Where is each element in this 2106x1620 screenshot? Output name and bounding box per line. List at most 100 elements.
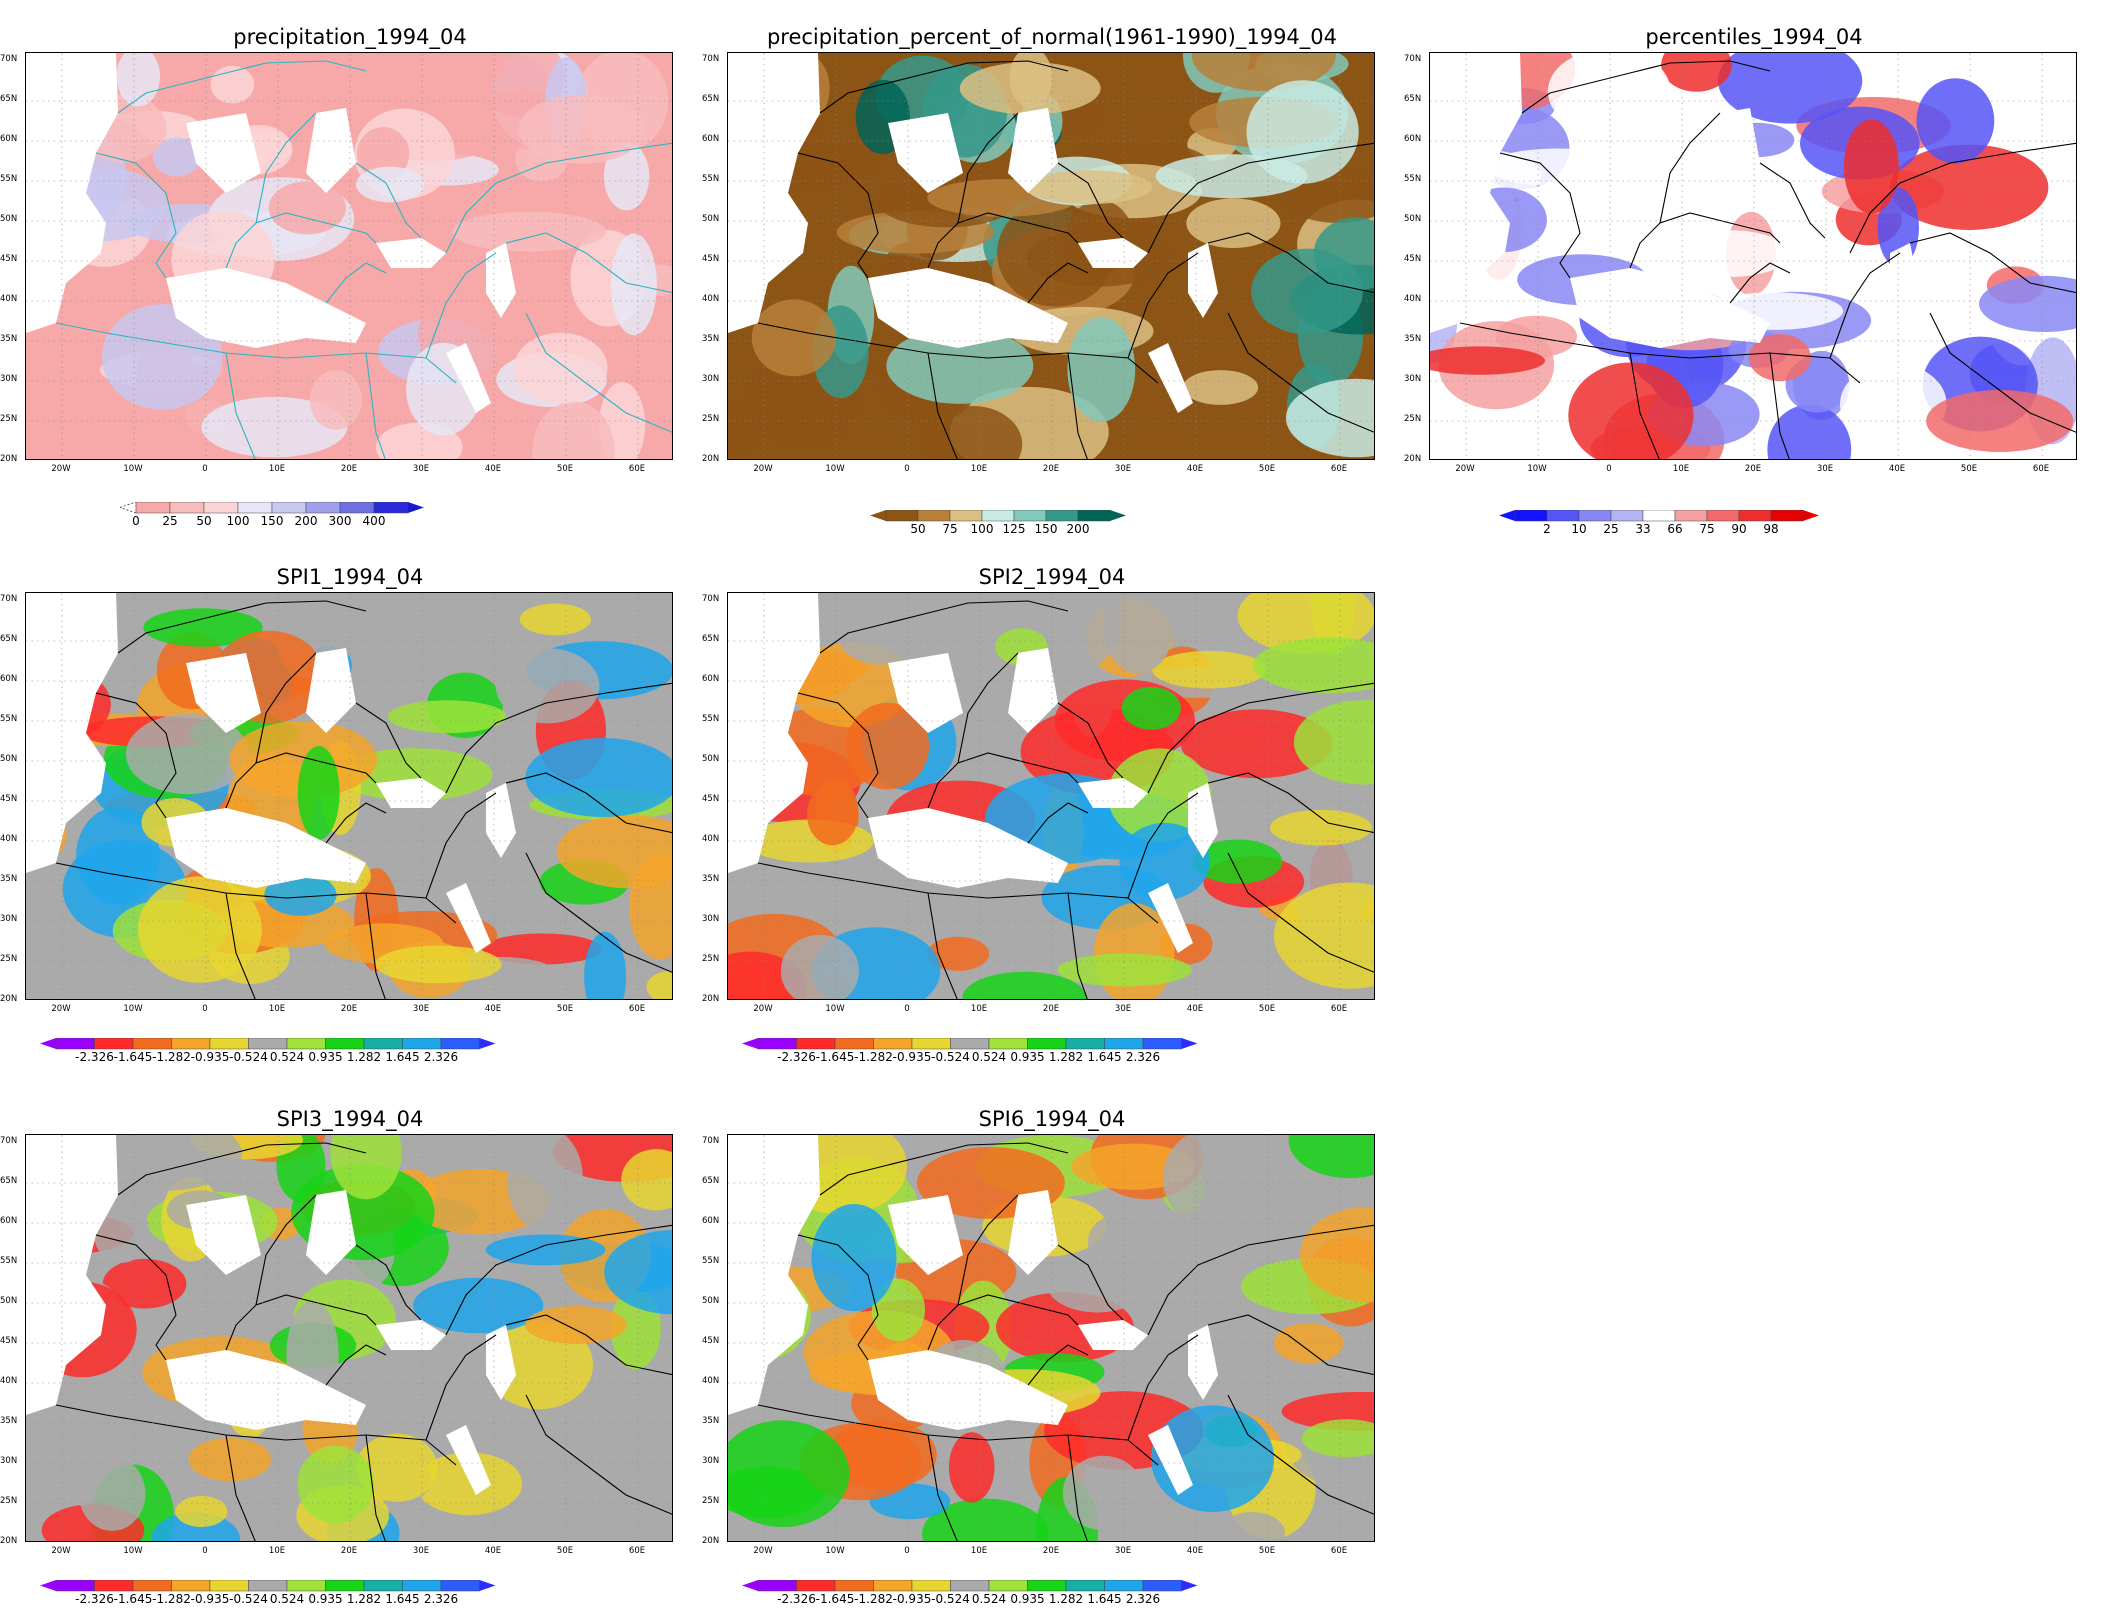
border-line: [1067, 352, 1088, 459]
lat-tick-label: 65N: [1404, 94, 1422, 104]
field-blob: [495, 648, 600, 724]
colorbar-swatch: [757, 1580, 797, 1592]
field-blob: [1107, 748, 1212, 842]
sea-area: [486, 1325, 516, 1400]
field-blob: [604, 1230, 672, 1315]
lat-tick-label: 65N: [702, 1176, 720, 1186]
lat-tick-label: 30N: [0, 914, 18, 924]
border-line: [1769, 352, 1790, 459]
lon-tick-label: 20W: [51, 1004, 71, 1014]
colorbar-swatch: [988, 1038, 1028, 1050]
lat-tick-label: 35N: [1404, 334, 1422, 344]
map-frame: [727, 1134, 1375, 1542]
border-line: [1659, 112, 1721, 224]
field-blob: [1062, 1455, 1144, 1531]
lon-tick-label: 0: [202, 1546, 208, 1556]
field-blob: [532, 401, 615, 459]
colorbar-tick-label: 0.524: [269, 1592, 305, 1606]
colorbar-swatch: [950, 1038, 990, 1050]
field-blob: [518, 95, 645, 164]
lon-tick-label: 10E: [970, 1004, 988, 1014]
colorbar-tick-label: -0.935: [892, 1592, 932, 1606]
lat-tick-label: 60N: [702, 674, 720, 684]
sea-area: [1008, 108, 1058, 193]
colorbar-graphic: [742, 1038, 1198, 1050]
lat-tick-label: 60N: [0, 1216, 18, 1226]
border-line: [1067, 892, 1088, 999]
colorbar-tick-label: -0.524: [931, 1592, 970, 1606]
panel-spi3: SPI3_1994_04 -2.326 -1.645 -1.282 -0.935 -0.…: [0, 1104, 700, 1620]
lat-tick-label: 60N: [702, 134, 720, 144]
colorbar-swatch: [1142, 1580, 1182, 1592]
colorbar-swatch: [171, 1580, 211, 1592]
border-line: [225, 212, 377, 269]
colorbar-tick-label: 0.935: [308, 1592, 343, 1606]
field-blob: [297, 1445, 375, 1524]
border-line: [225, 352, 256, 459]
border-line: [325, 262, 387, 304]
field-blob: [1182, 370, 1259, 405]
field-blob: [93, 1202, 150, 1263]
colorbar-tick-label: 200: [1066, 522, 1090, 536]
lon-tick-label: 10E: [1672, 464, 1690, 474]
lat-tick-label: 65N: [702, 94, 720, 104]
colorbar-tick-label: -1.645: [113, 1592, 153, 1606]
lat-tick-label: 25N: [702, 954, 720, 964]
colorbar-swatch: [873, 1580, 913, 1592]
field-blob: [646, 971, 672, 999]
border-line: [1499, 152, 1581, 279]
colorbar-swatch: [949, 510, 983, 522]
border-line: [505, 772, 672, 834]
field-blob: [948, 1432, 995, 1503]
lat-tick-label: 45N: [1404, 254, 1422, 264]
colorbar-arrow-left: [120, 502, 137, 514]
colorbar-arrow-right: [479, 1580, 496, 1591]
lon-tick-label: 30E: [412, 1546, 430, 1556]
sea-area: [1078, 238, 1148, 268]
field-blob: [545, 1467, 672, 1514]
field-blob: [1152, 650, 1267, 689]
lat-tick-label: 20N: [0, 454, 18, 464]
colorbar-swatch: [402, 1580, 442, 1592]
field-blob: [375, 945, 502, 984]
border-line: [957, 1194, 1019, 1306]
colorbar-swatch: [325, 1038, 365, 1050]
sea-area: [26, 593, 118, 873]
colorbar-swatch: [911, 1580, 951, 1592]
map-field: [728, 593, 1374, 999]
panel-percent-of-normal: precipitation_percent_of_normal(1961-199…: [702, 22, 1402, 542]
border-line: [927, 892, 958, 999]
map-frame: [25, 592, 673, 1000]
field-blob: [76, 806, 160, 905]
border-line: [1147, 682, 1374, 794]
sea-area: [306, 108, 356, 193]
lat-tick-label: 40N: [0, 1376, 18, 1386]
border-line: [819, 60, 1069, 114]
colorbar-swatch: [834, 1580, 874, 1592]
lat-tick-label: 35N: [702, 334, 720, 344]
border-line: [117, 1142, 367, 1196]
field-blob: [811, 1204, 897, 1312]
sea-area: [1188, 1325, 1218, 1400]
border-line: [927, 1434, 958, 1541]
border-line: [505, 1314, 672, 1376]
border-line: [355, 702, 422, 779]
colorbar-swatch: [209, 1580, 249, 1592]
colorbar-arrow-right: [479, 1038, 496, 1049]
colorbar-swatch: [209, 1038, 249, 1050]
border-line: [365, 1434, 386, 1541]
colorbar-swatch: [305, 502, 341, 514]
border-line: [225, 1294, 377, 1351]
lon-tick-label: 40E: [484, 1004, 502, 1014]
sea-area: [1570, 268, 1770, 348]
sea-area: [186, 1195, 261, 1275]
lat-tick-label: 50N: [702, 1296, 720, 1306]
sea-area: [1188, 243, 1218, 318]
map-frame: [25, 1134, 673, 1542]
lat-tick-label: 40N: [702, 294, 720, 304]
field-blob: [1300, 1206, 1374, 1302]
lat-tick-label: 55N: [0, 714, 18, 724]
colorbar-tick-label: 400: [362, 514, 386, 528]
border-line: [445, 682, 672, 794]
lon-tick-label: 40E: [484, 1546, 502, 1556]
